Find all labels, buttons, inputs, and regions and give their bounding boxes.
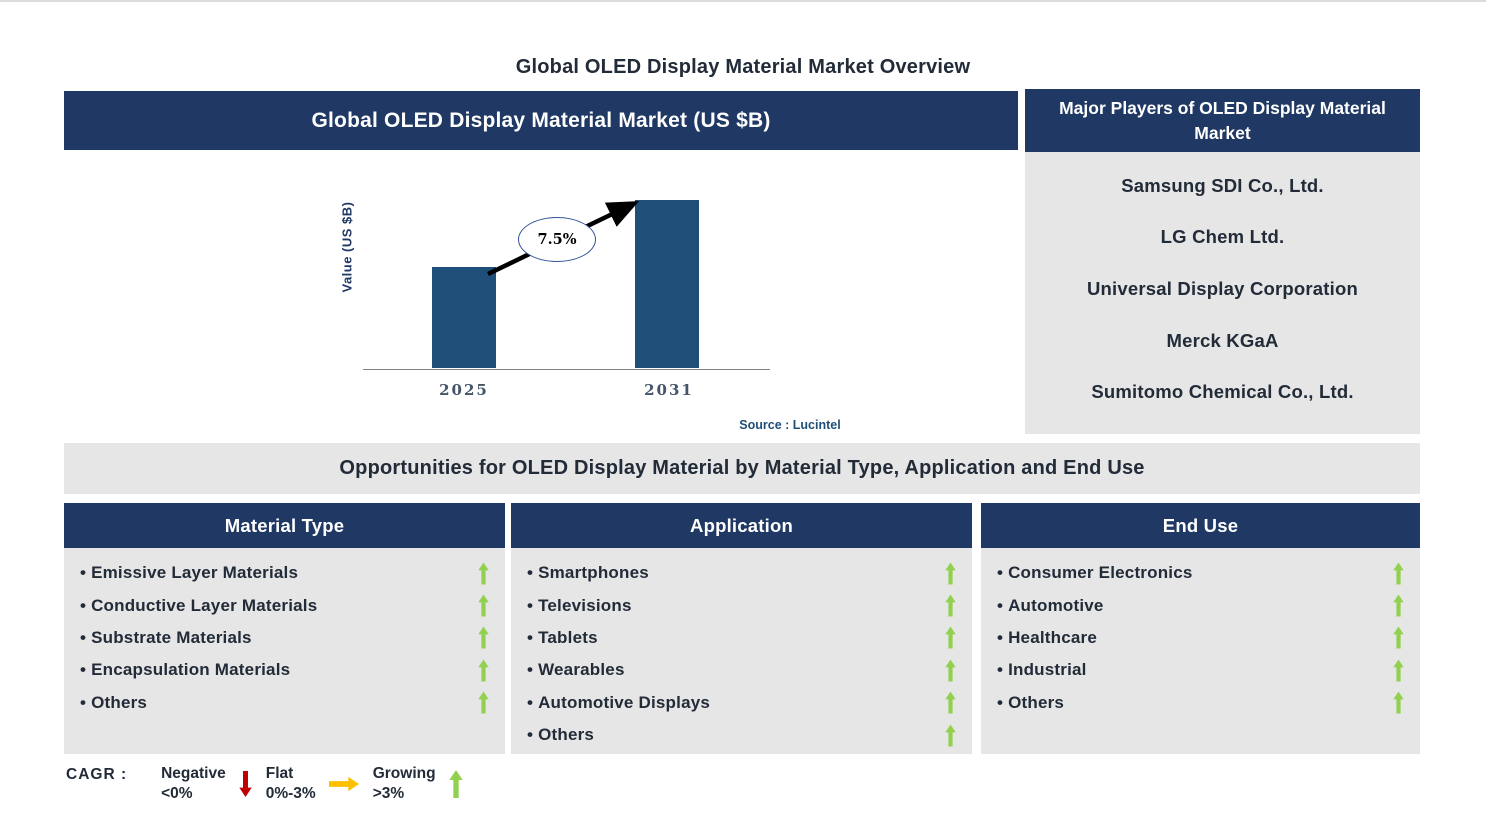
major-player-item: Samsung SDI Co., Ltd. — [1121, 174, 1324, 196]
opportunity-item-label: Substrate Materials — [80, 628, 252, 648]
opportunity-item: Automotive — [997, 589, 1404, 621]
major-players-header: Major Players of OLED Display Material M… — [1025, 89, 1420, 152]
opportunity-item-label: Industrial — [997, 660, 1087, 680]
trend-up-arrow-icon — [478, 659, 489, 682]
major-player-item: LG Chem Ltd. — [1160, 226, 1285, 248]
opportunity-column-material-type: Material Type Emissive Layer Materials Co… — [64, 503, 505, 754]
cagr-value: 7.5% — [537, 231, 577, 248]
opportunity-column-application: Application Smartphones Televisions Tablet… — [511, 503, 972, 754]
x-axis-line — [363, 369, 770, 370]
opportunity-item: Automotive Displays — [527, 687, 956, 719]
major-player-item: Merck KGaA — [1166, 329, 1279, 351]
opportunity-item-label: Conductive Layer Materials — [80, 596, 317, 616]
trend-up-arrow-icon — [478, 691, 489, 714]
legend-label: Negative — [161, 765, 226, 782]
trend-up-arrow-icon — [1393, 626, 1404, 649]
opportunity-item: Televisions — [527, 589, 956, 621]
opportunity-item-label: Wearables — [527, 660, 625, 680]
legend-prefix: CAGR : — [66, 766, 128, 783]
opportunity-item-label: Encapsulation Materials — [80, 660, 290, 680]
opportunity-item-label: Others — [527, 725, 594, 745]
opportunity-item: Tablets — [527, 622, 956, 654]
major-players-list: Samsung SDI Co., Ltd. LG Chem Ltd. Univers… — [1025, 152, 1420, 434]
legend-range: >3% — [372, 784, 405, 802]
legend-entry-text: Flat 0%-3% — [266, 764, 316, 803]
market-chart-panel-header: Global OLED Display Material Market (US … — [64, 91, 1018, 150]
legend-entry-growing: Growing >3% — [373, 764, 463, 803]
major-players-panel: Major Players of OLED Display Material M… — [1025, 89, 1420, 434]
opportunity-column-end-use: End Use Consumer Electronics Automotive He… — [981, 503, 1420, 754]
cagr-ellipse: 7.5% — [518, 217, 596, 262]
y-axis-label: Value (US $B) — [339, 201, 355, 293]
trend-up-arrow-icon — [448, 769, 463, 799]
opportunity-item: Substrate Materials — [80, 622, 489, 654]
legend-range: <0% — [161, 784, 193, 802]
column-header-end-use: End Use — [981, 503, 1420, 548]
opportunity-item: Others — [527, 719, 956, 751]
legend-entry-flat: Flat 0%-3% — [266, 764, 359, 803]
opportunity-item-label: Tablets — [527, 628, 598, 648]
opportunity-item: Consumer Electronics — [997, 557, 1404, 589]
opportunity-item-label: Consumer Electronics — [997, 563, 1193, 583]
column-body-application: Smartphones Televisions Tablets Wearables Au… — [511, 548, 972, 754]
opportunity-item-label: Healthcare — [997, 628, 1097, 648]
trend-up-arrow-icon — [1393, 691, 1404, 714]
opportunities-band-title: Opportunities for OLED Display Material … — [64, 443, 1420, 494]
trend-up-arrow-icon — [945, 562, 956, 585]
opportunity-item-label: Others — [80, 693, 147, 713]
opportunity-item: Others — [997, 687, 1404, 719]
trend-up-arrow-icon — [478, 562, 489, 585]
major-player-item: Sumitomo Chemical Co., Ltd. — [1091, 381, 1354, 403]
column-header-material-type: Material Type — [64, 503, 505, 548]
source-label: Source : Lucintel — [739, 418, 841, 432]
page-title: Global OLED Display Material Market Over… — [515, 56, 971, 78]
bar-2025 — [432, 267, 496, 368]
legend-entry-text: Growing >3% — [373, 764, 436, 803]
bar-2031 — [635, 200, 699, 368]
opportunity-item-label: Others — [997, 693, 1064, 713]
opportunity-item: Conductive Layer Materials — [80, 589, 489, 621]
opportunity-item-label: Televisions — [527, 596, 632, 616]
trend-up-arrow-icon — [478, 594, 489, 617]
opportunity-item-label: Automotive — [997, 596, 1104, 616]
opportunity-item: Emissive Layer Materials — [80, 557, 489, 589]
trend-up-arrow-icon — [1393, 659, 1404, 682]
trend-up-arrow-icon — [945, 626, 956, 649]
opportunity-item: Encapsulation Materials — [80, 654, 489, 686]
trend-up-arrow-icon — [945, 659, 956, 682]
opportunity-item: Smartphones — [527, 557, 956, 589]
trend-up-arrow-icon — [478, 626, 489, 649]
opportunity-item: Healthcare — [997, 622, 1404, 654]
cagr-legend: CAGR : Negative <0% Flat 0%-3% Growing >… — [66, 764, 477, 803]
x-tick-2025: 2025 — [439, 381, 489, 399]
legend-range: 0%-3% — [265, 784, 316, 802]
opportunity-item: Industrial — [997, 654, 1404, 686]
trend-up-arrow-icon — [945, 691, 956, 714]
x-tick-2031: 2031 — [644, 381, 694, 399]
major-player-item: Universal Display Corporation — [1086, 277, 1359, 299]
opportunity-item-label: Smartphones — [527, 563, 649, 583]
legend-label: Flat — [265, 765, 294, 782]
opportunity-item: Others — [80, 687, 489, 719]
column-body-material-type: Emissive Layer Materials Conductive Layer… — [64, 548, 505, 754]
trend-up-arrow-icon — [945, 724, 956, 747]
legend-entry-text: Negative <0% — [161, 764, 226, 803]
trend-up-arrow-icon — [1393, 562, 1404, 585]
opportunity-item-label: Emissive Layer Materials — [80, 563, 298, 583]
opportunity-item-label: Automotive Displays — [527, 693, 710, 713]
column-header-application: Application — [511, 503, 972, 548]
trend-right-arrow-icon — [328, 776, 359, 792]
trend-down-arrow-icon — [239, 770, 252, 798]
legend-label: Growing — [372, 765, 436, 782]
trend-up-arrow-icon — [1393, 594, 1404, 617]
trend-up-arrow-icon — [945, 594, 956, 617]
opportunity-item: Wearables — [527, 654, 956, 686]
legend-entry-negative: Negative <0% — [161, 764, 252, 803]
column-body-end-use: Consumer Electronics Automotive Healthcare… — [981, 548, 1420, 754]
